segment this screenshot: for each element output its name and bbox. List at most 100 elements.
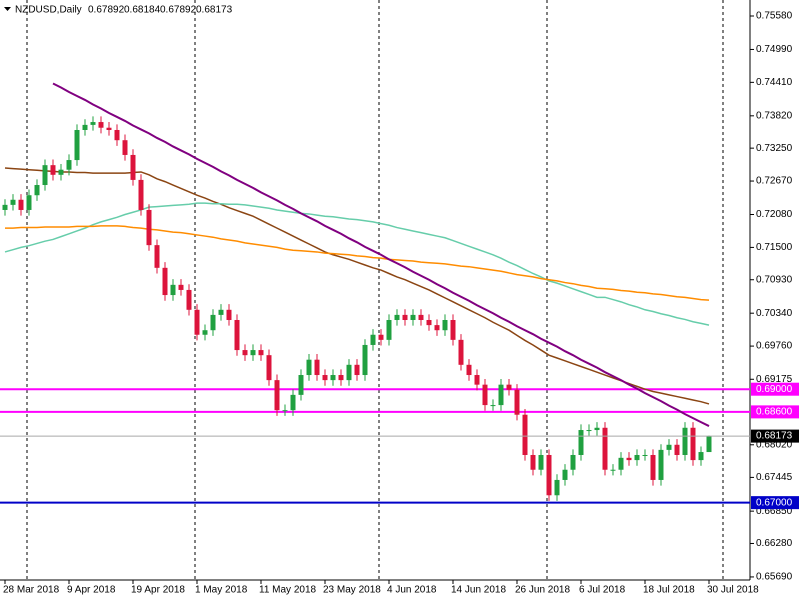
last-close: 0.68173 bbox=[196, 5, 233, 16]
candle-body bbox=[162, 267, 168, 296]
last-high: 0.68184 bbox=[124, 5, 161, 16]
candle-body bbox=[82, 124, 88, 130]
x-tick-label: 1 May 2018 bbox=[195, 585, 248, 596]
candle-body bbox=[674, 444, 680, 455]
candle-body bbox=[498, 384, 504, 406]
y-tick-label: 0.67445 bbox=[756, 472, 793, 483]
level-label: 0.67000 bbox=[756, 497, 793, 508]
y-tick-label: 0.74410 bbox=[756, 77, 793, 88]
candle-body bbox=[26, 195, 32, 210]
candle-body bbox=[698, 452, 704, 461]
candle-body bbox=[34, 185, 40, 196]
candle-body bbox=[298, 375, 304, 395]
chart-title: NZDUSD,Daily bbox=[15, 5, 82, 16]
y-tick-label: 0.70930 bbox=[756, 274, 793, 285]
candle-body bbox=[394, 314, 400, 321]
candle-body bbox=[186, 289, 192, 310]
candle-body bbox=[66, 160, 72, 170]
x-tick-label: 19 Apr 2018 bbox=[131, 585, 185, 596]
candle-body bbox=[482, 384, 488, 406]
candle-body bbox=[682, 427, 688, 455]
candle-body bbox=[386, 320, 392, 340]
candle-body bbox=[610, 469, 616, 471]
candle-body bbox=[538, 454, 544, 470]
candle-body bbox=[98, 122, 104, 128]
y-tick-label: 0.66850 bbox=[756, 506, 793, 517]
candle-body bbox=[578, 430, 584, 455]
candle-body bbox=[666, 444, 672, 450]
candle-body bbox=[626, 457, 632, 461]
period-separators bbox=[26, 0, 724, 580]
level-label-box bbox=[751, 382, 799, 396]
candle-body bbox=[634, 454, 640, 461]
candle-body bbox=[442, 320, 448, 331]
candle-body bbox=[330, 375, 336, 381]
candle-body bbox=[58, 169, 64, 175]
candle-body bbox=[554, 479, 560, 496]
candle-body bbox=[50, 165, 56, 175]
candle-body bbox=[114, 129, 120, 141]
candle-body bbox=[562, 469, 568, 480]
candle-body bbox=[122, 140, 128, 155]
candle-body bbox=[490, 405, 496, 407]
candle-body bbox=[218, 309, 224, 315]
candle-body bbox=[690, 427, 696, 461]
candle-body bbox=[514, 389, 520, 415]
candle-body bbox=[322, 375, 328, 381]
candle-body bbox=[226, 309, 232, 321]
x-tick-label: 6 Jul 2018 bbox=[579, 585, 626, 596]
candle-body bbox=[402, 314, 408, 321]
y-tick-label: 0.70340 bbox=[756, 308, 793, 319]
candle-body bbox=[602, 427, 608, 470]
candle-body bbox=[18, 199, 24, 210]
candle-body bbox=[466, 364, 472, 376]
candle-body bbox=[274, 380, 280, 411]
candle-body bbox=[202, 330, 208, 335]
candle-body bbox=[378, 334, 384, 340]
candle-body bbox=[106, 127, 112, 130]
last-low: 0.67892 bbox=[160, 5, 197, 16]
level-label-box bbox=[751, 405, 799, 419]
candle-body bbox=[138, 179, 144, 210]
candle-body bbox=[642, 454, 648, 456]
candle-body bbox=[258, 350, 264, 356]
indicator-line bbox=[4, 167, 710, 405]
candle-body bbox=[290, 394, 296, 411]
x-tick-label: 18 Jul 2018 bbox=[643, 585, 695, 596]
x-tick-label: 11 May 2018 bbox=[259, 585, 317, 596]
candle-body bbox=[234, 320, 240, 351]
candle-body bbox=[594, 427, 600, 431]
indicator-line bbox=[5, 225, 710, 301]
candle-body bbox=[242, 350, 248, 356]
candle-body bbox=[450, 320, 456, 340]
candle-body bbox=[346, 364, 352, 381]
candle-body bbox=[706, 436, 712, 453]
candle-body bbox=[434, 325, 440, 331]
candle-body bbox=[618, 457, 624, 470]
candle-body bbox=[570, 454, 576, 470]
candle-body bbox=[458, 339, 464, 365]
y-tick-label: 0.71500 bbox=[756, 242, 793, 253]
candle-body bbox=[362, 344, 368, 376]
candle-body bbox=[426, 320, 432, 326]
candle-body bbox=[130, 154, 136, 180]
candle-body bbox=[650, 454, 656, 480]
candle-body bbox=[178, 284, 184, 290]
candle-body bbox=[586, 430, 592, 432]
x-tick-label: 9 Apr 2018 bbox=[67, 585, 116, 596]
candle-body bbox=[530, 454, 536, 470]
candle-body bbox=[170, 284, 176, 296]
y-tick-label: 0.73250 bbox=[756, 143, 793, 154]
candle-body bbox=[354, 364, 360, 376]
price-label-box bbox=[751, 429, 799, 443]
candle-body bbox=[42, 165, 48, 186]
header-icon bbox=[4, 7, 11, 11]
x-tick-label: 26 Jun 2018 bbox=[515, 585, 570, 596]
candle-body bbox=[546, 454, 552, 496]
candle-body bbox=[418, 314, 424, 321]
candle-body bbox=[474, 375, 480, 385]
indicator-line bbox=[4, 202, 710, 326]
candle-body bbox=[250, 350, 256, 356]
level-label: 0.68600 bbox=[756, 407, 793, 418]
